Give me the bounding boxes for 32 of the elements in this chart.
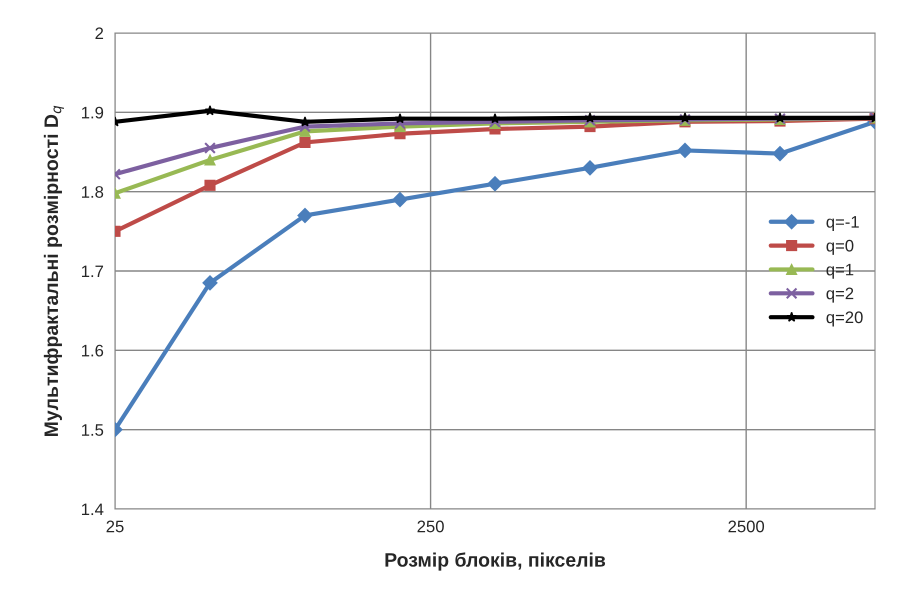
point [490, 113, 500, 124]
point [297, 208, 313, 224]
y-tick-label: 1.5 [82, 424, 104, 436]
x-axis-title: Розмір блоків, пікселів [385, 552, 606, 571]
y-axis-title: Мультифрактальні розмірності D$_{q}$ [44, 106, 64, 436]
legend-label: q=20 [826, 311, 863, 327]
x-tick-label: 250 [418, 520, 444, 532]
legend-label: q=2 [826, 288, 854, 303]
y-tick-label: 1.7 [82, 266, 104, 278]
y-tick-label: 1.4 [82, 504, 104, 516]
point [202, 275, 218, 290]
x-tick-label: 2500 [728, 520, 764, 532]
point [394, 113, 406, 124]
point [487, 176, 503, 192]
legend-label: q=0 [826, 240, 854, 255]
point [677, 142, 693, 158]
y-tick-label: 1.8 [82, 186, 104, 198]
point [204, 180, 216, 191]
point [680, 112, 690, 123]
y-tick-label: 1.6 [82, 344, 104, 357]
y-tick-label: 2 [95, 27, 104, 40]
point [204, 154, 216, 166]
point [584, 112, 596, 123]
point [204, 142, 216, 154]
point [392, 192, 408, 208]
y-tick-label: 1.9 [82, 106, 104, 119]
legend-label: q=-1 [826, 216, 859, 232]
point [299, 136, 311, 148]
x-tick-label: 25 [106, 520, 124, 532]
point [582, 160, 598, 176]
point [204, 105, 216, 116]
point [772, 146, 788, 162]
